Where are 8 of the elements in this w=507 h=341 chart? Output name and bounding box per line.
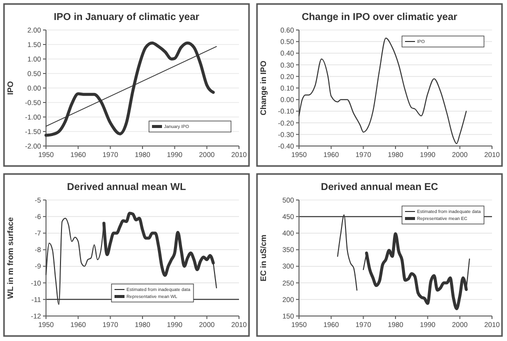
chart-title: Derived annual mean WL bbox=[67, 182, 186, 193]
chart-title: IPO in January of climatic year bbox=[54, 12, 200, 23]
chart-title: Change in IPO over climatic year bbox=[302, 12, 458, 23]
y-axis-title: EC in uS/cm bbox=[259, 234, 268, 282]
y-axis-title: WL in m from surface bbox=[6, 216, 15, 299]
y-axis-title: IPO bbox=[6, 81, 15, 95]
chart-title: Derived annual mean EC bbox=[320, 182, 438, 193]
y-axis-title: Change in IPO bbox=[259, 60, 268, 116]
